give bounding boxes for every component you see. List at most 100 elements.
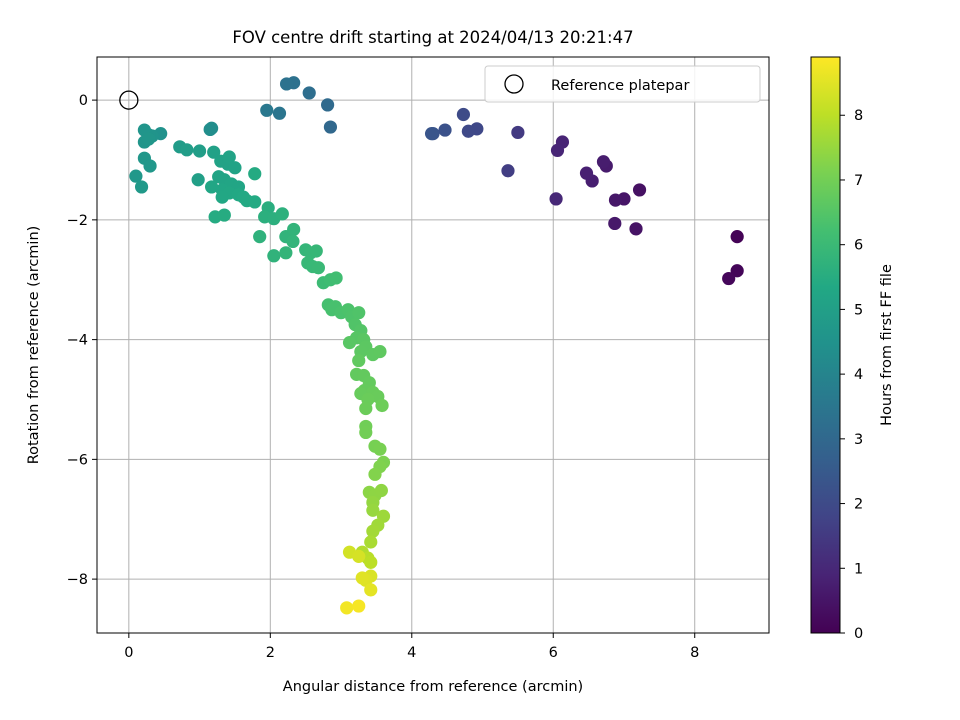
scatter-point	[511, 125, 525, 140]
legend-entry-reference-platepar: Reference platepar	[551, 78, 689, 94]
x-tick-label: 0	[124, 645, 133, 661]
scatter-point	[366, 503, 380, 517]
scatter-point	[579, 166, 594, 180]
scatter-point	[352, 549, 366, 563]
scatter-point	[129, 169, 143, 183]
colorbar-tick-label: 0	[854, 626, 863, 642]
scatter-point	[143, 159, 157, 173]
y-tick-label: −4	[67, 333, 88, 349]
scatter-point	[311, 261, 326, 275]
scatter-point	[608, 216, 622, 231]
x-axis-label: Angular distance from reference (arcmin)	[283, 679, 583, 695]
scatter-point	[321, 98, 335, 112]
scatter-point	[629, 222, 643, 236]
scatter-point	[260, 103, 274, 117]
scatter-point	[438, 123, 452, 137]
colorbar-tick-label: 3	[854, 432, 863, 448]
scatter-point	[342, 336, 357, 350]
scatter-point	[275, 207, 289, 221]
scatter-point	[375, 398, 389, 413]
scatter-point	[352, 306, 366, 320]
legend-marker-icon	[504, 74, 524, 94]
scatter-point	[302, 86, 316, 100]
colorbar-label: Hours from first FF file	[879, 264, 895, 426]
colorbar-ticks: 0 1 2 3 4 5 6 7 8	[840, 108, 863, 642]
scatter-point	[355, 571, 369, 585]
scatter-point	[287, 222, 301, 237]
colorbar-tick-label: 5	[854, 302, 863, 318]
chart-title: FOV centre drift starting at 2024/04/13 …	[232, 28, 633, 47]
scatter-point	[323, 120, 338, 134]
scatter-point	[364, 555, 378, 569]
scatter-point	[248, 167, 262, 181]
colorbar-tick-label: 8	[854, 108, 863, 124]
scatter-point	[309, 244, 323, 258]
scatter-point	[253, 230, 267, 244]
plot-frame	[96, 56, 770, 634]
scatter-point	[217, 208, 231, 222]
scatter-point	[279, 77, 294, 91]
scatter-point	[368, 467, 382, 481]
scatter-point	[596, 155, 611, 169]
y-axis-ticks: 0 −2 −4 −6 −8	[67, 93, 97, 588]
y-tick-label: 0	[79, 93, 88, 109]
x-tick-label: 4	[407, 645, 416, 661]
colorbar	[810, 56, 841, 634]
scatter-point	[424, 127, 439, 141]
scatter-point	[549, 192, 563, 206]
scatter-point	[142, 132, 156, 146]
colorbar-tick-label: 2	[854, 497, 863, 513]
x-axis-ticks: 0 2 4 6 8	[124, 633, 699, 661]
scatter-point	[192, 144, 207, 158]
scatter-point	[286, 234, 300, 249]
scatter-point	[366, 524, 380, 538]
scatter-point	[272, 106, 287, 120]
scatter-point	[204, 180, 219, 194]
scatter-point	[730, 230, 744, 244]
y-tick-label: −2	[67, 213, 88, 229]
colorbar-tick-label: 1	[854, 561, 863, 577]
x-tick-label: 8	[690, 645, 699, 661]
scatter-point	[279, 246, 293, 260]
y-tick-label: −6	[67, 452, 88, 468]
y-tick-label: −8	[67, 572, 88, 588]
scatter-point	[180, 143, 194, 157]
scatter-point	[215, 190, 229, 204]
scatter-point	[374, 483, 388, 498]
scatter-point	[267, 249, 281, 263]
scatter-point	[722, 271, 736, 286]
reference-point-marker	[119, 90, 139, 110]
scatter-point	[352, 353, 366, 368]
scatter-point	[364, 535, 378, 549]
scatter-point	[228, 161, 242, 175]
y-axis-label: Rotation from reference (arcmin)	[26, 226, 42, 465]
scatter-point	[359, 425, 373, 440]
colorbar-tick-label: 6	[854, 238, 863, 254]
x-tick-label: 6	[549, 645, 558, 661]
scatter-point	[359, 401, 373, 416]
scatter-point	[203, 122, 217, 137]
data-points	[129, 76, 744, 615]
colorbar-tick-label: 7	[854, 173, 863, 189]
scatter-point	[340, 601, 354, 615]
legend-box	[484, 65, 761, 103]
scatter-point	[501, 164, 515, 178]
scatter-point	[461, 124, 475, 138]
scatter-point	[550, 143, 565, 158]
scatter-point	[352, 599, 366, 613]
scatter-point	[632, 183, 647, 197]
colorbar-tick-label: 4	[854, 367, 863, 383]
scatter-point	[364, 583, 378, 597]
grid-lines	[97, 57, 769, 633]
scatter-point	[207, 145, 221, 159]
scatter-point	[608, 193, 623, 207]
scatter-point	[730, 264, 744, 278]
x-tick-label: 2	[266, 645, 275, 661]
scatter-point	[373, 344, 387, 359]
scatter-point	[248, 195, 262, 209]
scatter-point	[191, 173, 205, 187]
scatter-point	[329, 271, 343, 285]
scatter-point	[134, 180, 149, 194]
legend: Reference platepar	[484, 65, 761, 103]
